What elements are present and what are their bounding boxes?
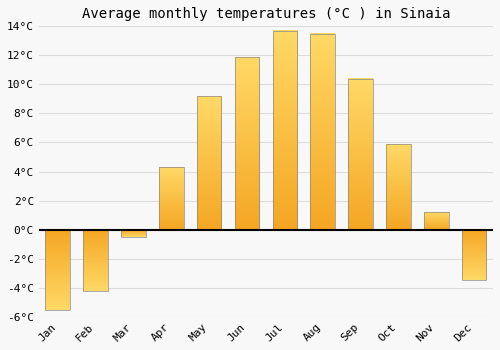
Bar [348, 78, 373, 230]
Bar [462, 230, 486, 280]
Bar [121, 230, 146, 237]
Bar [272, 31, 297, 230]
Bar [234, 57, 260, 230]
Bar [84, 230, 108, 290]
Bar [424, 212, 448, 230]
Bar [310, 34, 335, 230]
Bar [46, 230, 70, 309]
Bar [197, 96, 222, 230]
Bar [386, 144, 410, 230]
Title: Average monthly temperatures (°C ) in Sinaia: Average monthly temperatures (°C ) in Si… [82, 7, 450, 21]
Bar [159, 167, 184, 230]
